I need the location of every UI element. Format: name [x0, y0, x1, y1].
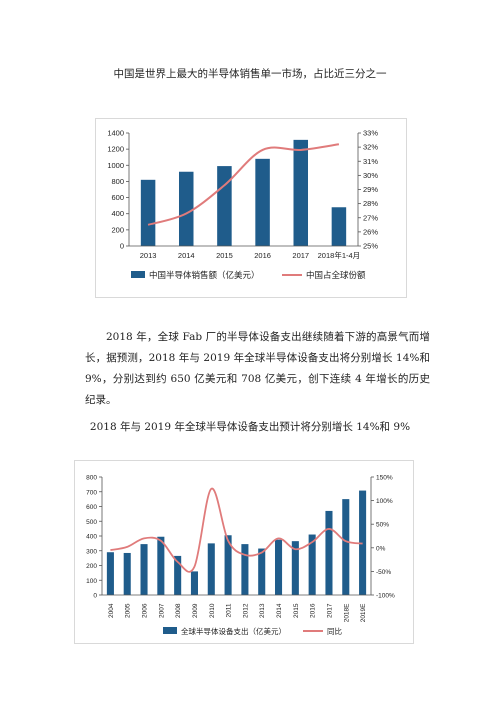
left-tick-label: 200 — [111, 225, 124, 234]
body-paragraph: 2018 年，全球 Fab 厂的半导体设备支出继续随着下游的高景气而增长，据预测… — [85, 331, 430, 406]
x-tick-label: 2014 — [276, 603, 283, 618]
x-tick-label: 2005 — [125, 603, 132, 618]
x-tick-label: 2014 — [178, 251, 195, 260]
x-tick-label: 2017 — [292, 251, 309, 260]
right-tick-label: -100% — [376, 593, 395, 600]
left-tick-label: 0 — [93, 593, 97, 600]
bar-2015 — [291, 541, 299, 595]
bar-2010 — [207, 543, 215, 595]
right-tick-label: 150% — [376, 475, 393, 482]
right-tick-label: 26% — [363, 227, 378, 236]
left-tick-label: 100 — [86, 578, 97, 585]
bar-2014 — [178, 171, 194, 246]
left-tick-label: 1200 — [107, 145, 124, 154]
bar-2014 — [275, 539, 283, 595]
x-tick-label: 2019E — [360, 603, 367, 622]
legend-bar-swatch — [163, 627, 177, 634]
bar-2004 — [106, 552, 114, 595]
left-tick-label: 600 — [111, 193, 124, 202]
legend-bar-label: 中国半导体销售额（亿美元） — [149, 270, 260, 280]
share-line — [110, 487, 363, 573]
x-tick-label: 2010 — [209, 603, 216, 618]
left-tick-label: 500 — [86, 519, 97, 526]
equipment-spend-chart: 0 100 200 300 400 500 600 700 800 -100% -50% 0% 50% 1… — [86, 475, 395, 637]
legend-bar-swatch — [131, 271, 145, 278]
bar-2013 — [140, 179, 156, 246]
figure-caption-1: 中国是世界上最大的半导体销售单一市场，占比近三分之一 — [113, 68, 387, 80]
x-tick-label: 2016 — [310, 603, 317, 618]
x-tick-label: 2007 — [158, 603, 165, 618]
bar-2017 — [325, 510, 333, 595]
legend-bar-label: 全球半导体设备支出（亿美元） — [181, 626, 286, 636]
left-tick-label: 200 — [86, 563, 97, 570]
left-tick-label: 800 — [111, 177, 124, 186]
x-tick-label: 2004 — [108, 603, 115, 618]
right-tick-label: 30% — [363, 171, 378, 180]
x-tick-label: 2015 — [293, 603, 300, 618]
bar-2012 — [241, 544, 249, 595]
right-tick-label: 33% — [363, 129, 378, 138]
x-tick-label: 2017 — [326, 603, 333, 618]
bar-2008 — [174, 555, 182, 595]
right-tick-label: 28% — [363, 199, 378, 208]
bar-2011 — [224, 535, 232, 595]
bar-2015 — [217, 166, 232, 246]
right-tick-label: 32% — [363, 143, 378, 152]
x-tick-label: 2018年1-4月 — [318, 250, 361, 260]
x-tick-label: 2016 — [254, 251, 271, 260]
x-tick-label: 2013 — [140, 251, 157, 260]
equipment-spend-chart-panel: 0 100 200 300 400 500 600 700 800 -100% -50% 0% 50% 1… — [74, 460, 414, 644]
share-line — [147, 143, 340, 226]
china-sales-chart: 0 200 400 600 800 1000 1200 1400 25% 26% 27% 28% 29%… — [107, 129, 378, 281]
bar-2006 — [140, 544, 148, 595]
bar-2009 — [190, 571, 198, 595]
right-tick-label: 31% — [363, 157, 378, 166]
left-tick-label: 700 — [86, 489, 97, 496]
x-tick-label: 2008 — [175, 603, 182, 618]
right-tick-label: 100% — [376, 498, 393, 505]
right-tick-label: 0% — [376, 545, 386, 552]
left-tick-label: 600 — [86, 504, 97, 511]
bar-2013 — [258, 548, 266, 595]
x-tick-label: 2012 — [242, 603, 249, 618]
bar-2016 — [255, 158, 270, 246]
left-tick-label: 1400 — [107, 129, 124, 138]
x-tick-label: 2011 — [226, 603, 233, 617]
bar-2016 — [308, 534, 316, 595]
right-tick-label: 25% — [363, 242, 378, 251]
x-tick-label: 2006 — [142, 603, 149, 618]
bar-2005 — [123, 552, 131, 595]
bar-2018E — [342, 499, 350, 595]
right-tick-label: 50% — [376, 522, 389, 529]
x-tick-label: 2013 — [259, 603, 266, 618]
legend-line-label: 中国占全球份额 — [306, 270, 366, 280]
right-tick-label: -50% — [376, 569, 391, 576]
bar-2007 — [157, 536, 165, 595]
left-tick-label: 800 — [86, 475, 97, 482]
figure-caption-2: 2018 年与 2019 年全球半导体设备支出预计将分别增长 14%和 9% — [89, 421, 411, 433]
bar-2018年1-4月 — [331, 207, 347, 246]
legend-line-label: 同比 — [327, 626, 342, 636]
x-tick-label: 2018E — [343, 603, 350, 622]
left-tick-label: 0 — [120, 242, 124, 251]
bar-2017 — [293, 139, 309, 246]
x-tick-label: 2015 — [216, 251, 233, 260]
left-tick-label: 300 — [86, 548, 97, 555]
left-tick-label: 1000 — [107, 161, 124, 170]
right-tick-label: 29% — [363, 185, 378, 194]
x-tick-label: 2009 — [192, 603, 199, 618]
left-tick-label: 400 — [111, 209, 124, 218]
right-tick-label: 27% — [363, 213, 378, 222]
china-sales-chart-panel: 0 200 400 600 800 1000 1200 1400 25% 26% 27% 28% 29%… — [95, 118, 407, 298]
left-tick-label: 400 — [86, 534, 97, 541]
